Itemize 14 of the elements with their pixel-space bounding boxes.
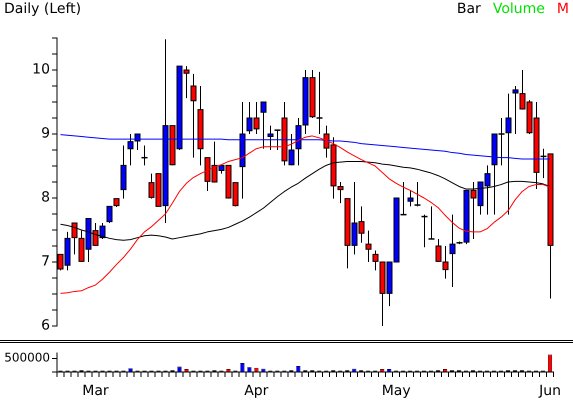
text: Volume — [492, 1, 545, 17]
x-tick-label: Jun — [538, 383, 561, 400]
x-tick-label: Mar — [82, 383, 109, 400]
y-tick-label: 8 — [41, 190, 50, 206]
y-tick-label: 6 — [41, 318, 50, 334]
x-tick-label: Apr — [244, 383, 269, 400]
y-tick-label: 10 — [32, 62, 50, 78]
y-tick-label: 9 — [41, 126, 50, 142]
text: M — [556, 1, 569, 17]
text: Bar — [456, 1, 481, 17]
y-tick-label: 500000 — [4, 350, 50, 365]
chart-title: Daily (Left) — [4, 1, 82, 17]
y-tick-label: 7 — [41, 254, 50, 270]
x-tick-label: May — [382, 383, 411, 400]
